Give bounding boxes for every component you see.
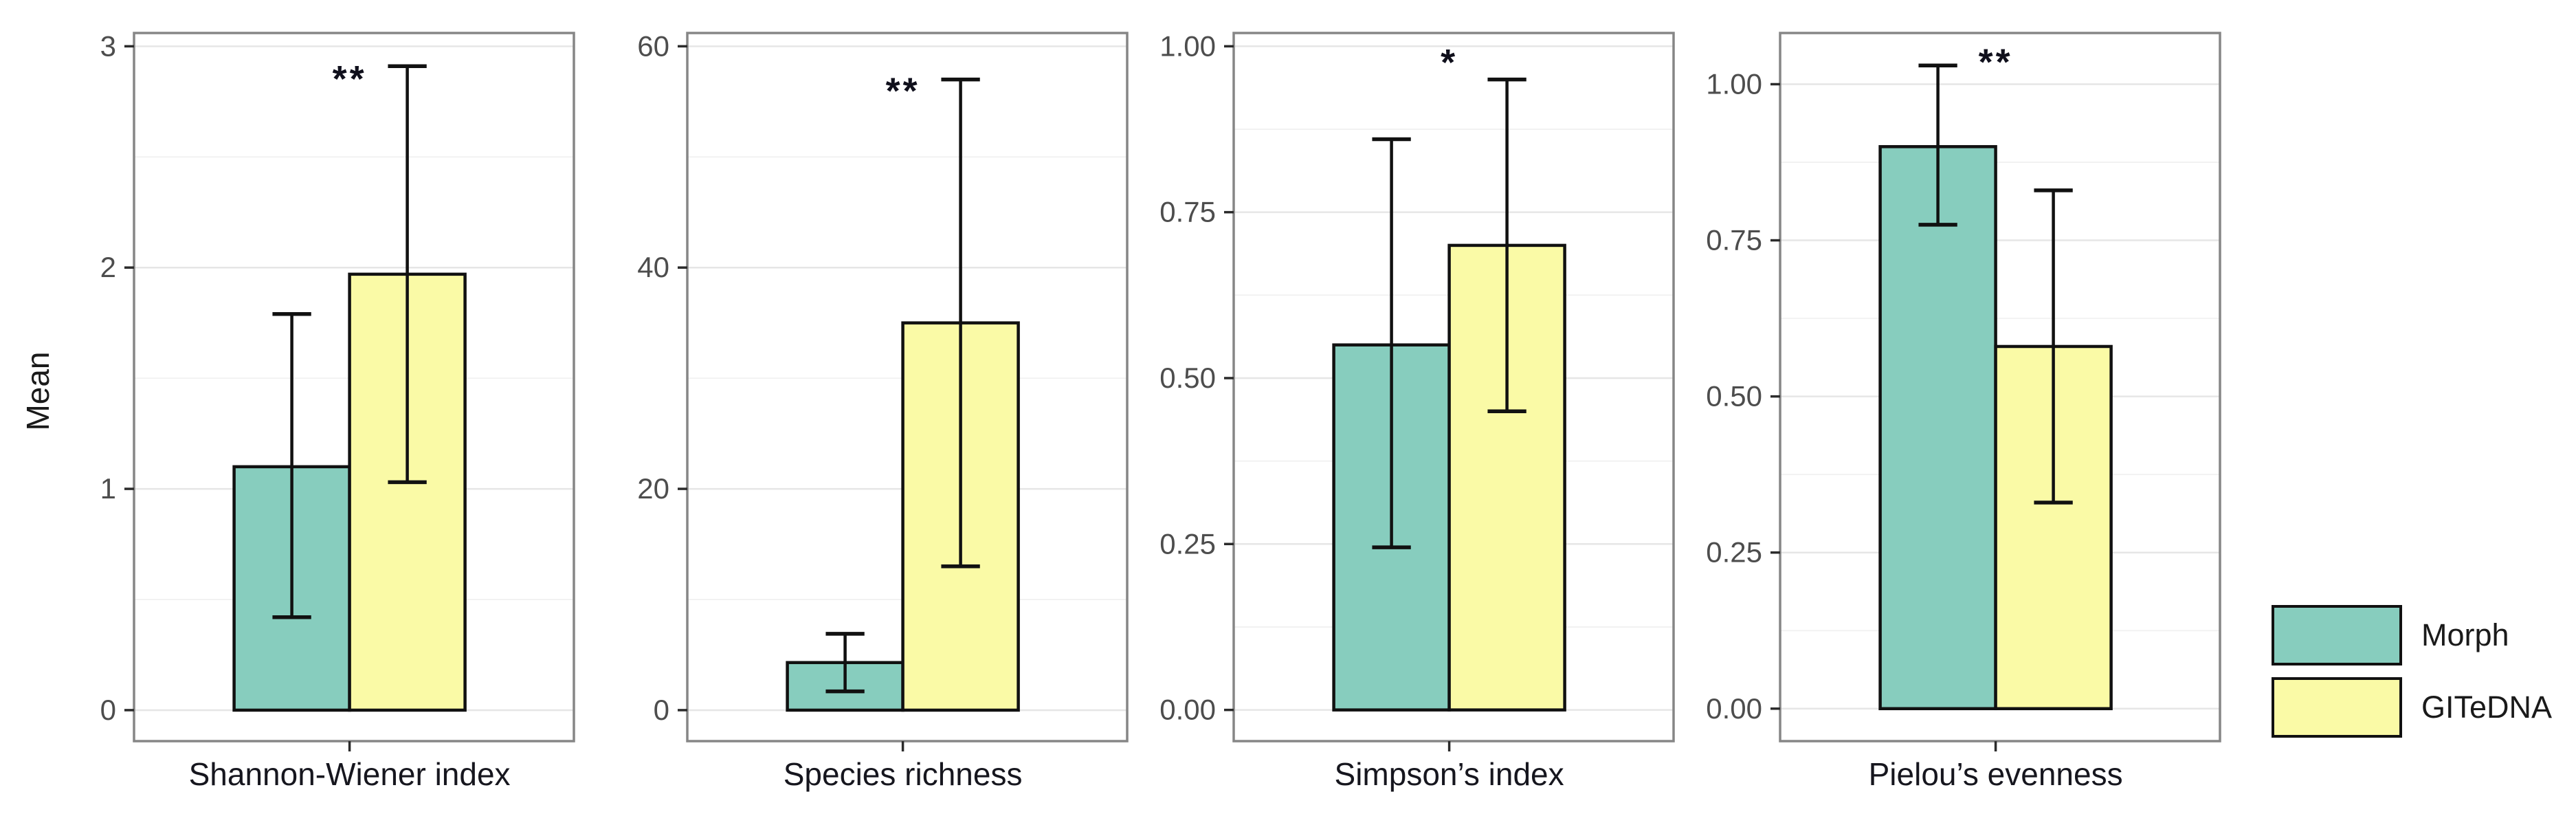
y-tick-label: 0 — [100, 694, 116, 726]
panel-border — [1232, 32, 1675, 742]
significance-label: ** — [333, 58, 367, 100]
category-label: Species richness — [784, 756, 1023, 792]
legend-label-gitedna: GITeDNA — [2421, 690, 2553, 725]
y-tick-label: 20 — [637, 472, 669, 505]
bar-morph — [1878, 145, 1997, 711]
significance-label: * — [1441, 42, 1458, 83]
error-bar-gitedna — [2034, 188, 2073, 505]
error-bar-gitedna — [1487, 77, 1526, 413]
error-bar-morph — [1372, 137, 1411, 549]
legend-item-morph: Morph — [2272, 605, 2552, 666]
panel-border — [1779, 32, 2221, 742]
significance-label: ** — [1979, 42, 2013, 83]
y-tick-label: 40 — [637, 251, 669, 283]
legend: Morph GITeDNA — [2272, 605, 2552, 738]
legend-label-morph: Morph — [2421, 617, 2509, 652]
panel-species-richness: ** 0 20 40 60 Species richness — [637, 30, 1129, 792]
y-tick-label: 0.75 — [1159, 196, 1216, 228]
y-tick-label: 0.00 — [1706, 692, 1762, 725]
y-tick-label: 0.50 — [1159, 362, 1216, 394]
legend-swatch-gitedna — [2272, 677, 2402, 738]
y-tick-label: 3 — [100, 30, 116, 62]
legend-item-gitedna: GITeDNA — [2272, 677, 2552, 738]
y-tick-label: 0.25 — [1706, 536, 1762, 569]
y-tick-label: 1.00 — [1706, 67, 1762, 100]
panel-pielou-s-evenness: ** 0.00 0.25 0.50 0.75 1.00 Pielou’s evenness — [1706, 32, 2221, 792]
y-tick-label: 2 — [100, 251, 116, 283]
y-tick-label: 0.50 — [1706, 380, 1762, 412]
y-tick-label: 0 — [654, 694, 669, 726]
legend-swatch-morph — [2272, 605, 2402, 666]
error-bar-morph — [825, 632, 865, 694]
y-axis-title: Mean — [20, 351, 56, 431]
bar-gitedna — [348, 272, 467, 712]
y-tick-label: 0.00 — [1159, 694, 1216, 726]
error-bar-gitedna — [388, 64, 427, 485]
y-tick-label: 0.25 — [1159, 527, 1216, 560]
category-label: Shannon-Wiener index — [189, 756, 511, 792]
significance-label: ** — [886, 71, 920, 112]
y-tick-label: 1 — [100, 472, 116, 505]
y-tick-label: 0.75 — [1706, 224, 1762, 256]
panel-border — [133, 32, 575, 742]
category-label: Pielou’s evenness — [1869, 756, 2123, 792]
y-tick-label: 60 — [637, 30, 669, 62]
category-label: Simpson’s index — [1335, 756, 1564, 792]
error-bar-gitedna — [941, 77, 980, 569]
error-bar-morph — [272, 312, 311, 619]
y-tick-label: 1.00 — [1159, 30, 1216, 62]
panel-border — [686, 32, 1129, 742]
error-bar-morph — [1918, 63, 1957, 227]
panel-shannon-wiener-index: ** 0 1 2 3 Shannon-Wiener index — [100, 30, 575, 792]
panel-simpson-s-index: * 0.00 0.25 0.50 0.75 1.00 Simpson’s index — [1159, 30, 1675, 792]
